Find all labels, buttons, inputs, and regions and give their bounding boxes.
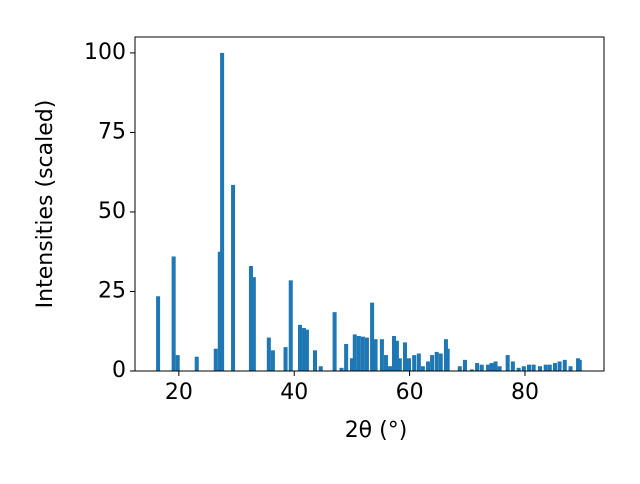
x-tick-label: 80 bbox=[511, 380, 539, 405]
x-axis-label: 2θ (°) bbox=[345, 418, 408, 443]
bar bbox=[391, 336, 397, 371]
bar bbox=[318, 366, 323, 371]
bar bbox=[434, 351, 439, 371]
bar bbox=[486, 364, 491, 371]
bar bbox=[552, 363, 557, 371]
y-tick-label: 100 bbox=[84, 40, 126, 65]
bar bbox=[416, 353, 421, 371]
bar bbox=[175, 355, 180, 371]
bar bbox=[479, 364, 484, 371]
bar bbox=[373, 339, 378, 371]
bar bbox=[557, 361, 562, 371]
y-tick-label: 75 bbox=[98, 119, 126, 144]
bar bbox=[547, 364, 552, 371]
bar bbox=[521, 366, 526, 371]
bar bbox=[387, 366, 392, 371]
bar bbox=[248, 266, 253, 371]
bar bbox=[220, 52, 225, 372]
bar bbox=[438, 353, 443, 371]
bar bbox=[568, 366, 573, 371]
bar bbox=[543, 364, 548, 371]
bar bbox=[510, 361, 515, 371]
bar bbox=[288, 280, 293, 371]
x-tick-label: 60 bbox=[396, 380, 424, 405]
bar bbox=[266, 337, 271, 371]
bar bbox=[217, 251, 222, 371]
bar bbox=[339, 367, 344, 371]
bar bbox=[349, 358, 354, 371]
bar bbox=[537, 366, 542, 371]
bar bbox=[304, 329, 309, 371]
x-tick-label: 40 bbox=[280, 380, 308, 405]
bar bbox=[156, 296, 161, 371]
y-tick-label: 50 bbox=[98, 199, 126, 224]
bar bbox=[394, 340, 399, 371]
bar bbox=[445, 348, 450, 371]
bar bbox=[469, 369, 474, 371]
axes-frame bbox=[134, 36, 605, 372]
bar bbox=[283, 347, 288, 371]
bar bbox=[356, 336, 361, 371]
bar bbox=[489, 363, 494, 371]
bar bbox=[379, 339, 384, 371]
bar bbox=[493, 361, 498, 371]
bar bbox=[430, 355, 435, 371]
bar bbox=[475, 363, 480, 371]
bar bbox=[251, 277, 256, 371]
bar bbox=[352, 334, 357, 371]
bar bbox=[420, 366, 425, 371]
bar bbox=[332, 312, 337, 371]
bar bbox=[360, 336, 365, 371]
bar bbox=[406, 358, 412, 371]
bar bbox=[194, 356, 199, 371]
y-axis-label: Intensities (scaled) bbox=[33, 100, 58, 309]
y-tick-label: 0 bbox=[112, 358, 126, 383]
y-tick-label: 25 bbox=[98, 278, 126, 303]
bar bbox=[526, 364, 532, 371]
bar bbox=[344, 343, 349, 371]
bar bbox=[297, 324, 303, 371]
bar bbox=[397, 358, 402, 371]
bar bbox=[426, 361, 431, 371]
bar bbox=[270, 350, 275, 371]
bar bbox=[312, 350, 318, 371]
bar bbox=[577, 359, 582, 371]
bar bbox=[364, 337, 369, 371]
bar bbox=[402, 342, 407, 371]
x-tick-label: 20 bbox=[165, 380, 193, 405]
bar bbox=[370, 302, 375, 371]
bar bbox=[302, 328, 307, 371]
bar bbox=[213, 348, 218, 371]
bar bbox=[231, 184, 236, 371]
bar bbox=[505, 355, 510, 371]
bar bbox=[516, 367, 521, 371]
bar bbox=[457, 366, 462, 371]
bar bbox=[171, 256, 176, 371]
bar bbox=[383, 355, 388, 371]
bar bbox=[497, 366, 502, 371]
bar bbox=[531, 364, 536, 371]
bar bbox=[412, 355, 417, 371]
bar bbox=[562, 359, 567, 371]
bar bbox=[462, 359, 467, 371]
